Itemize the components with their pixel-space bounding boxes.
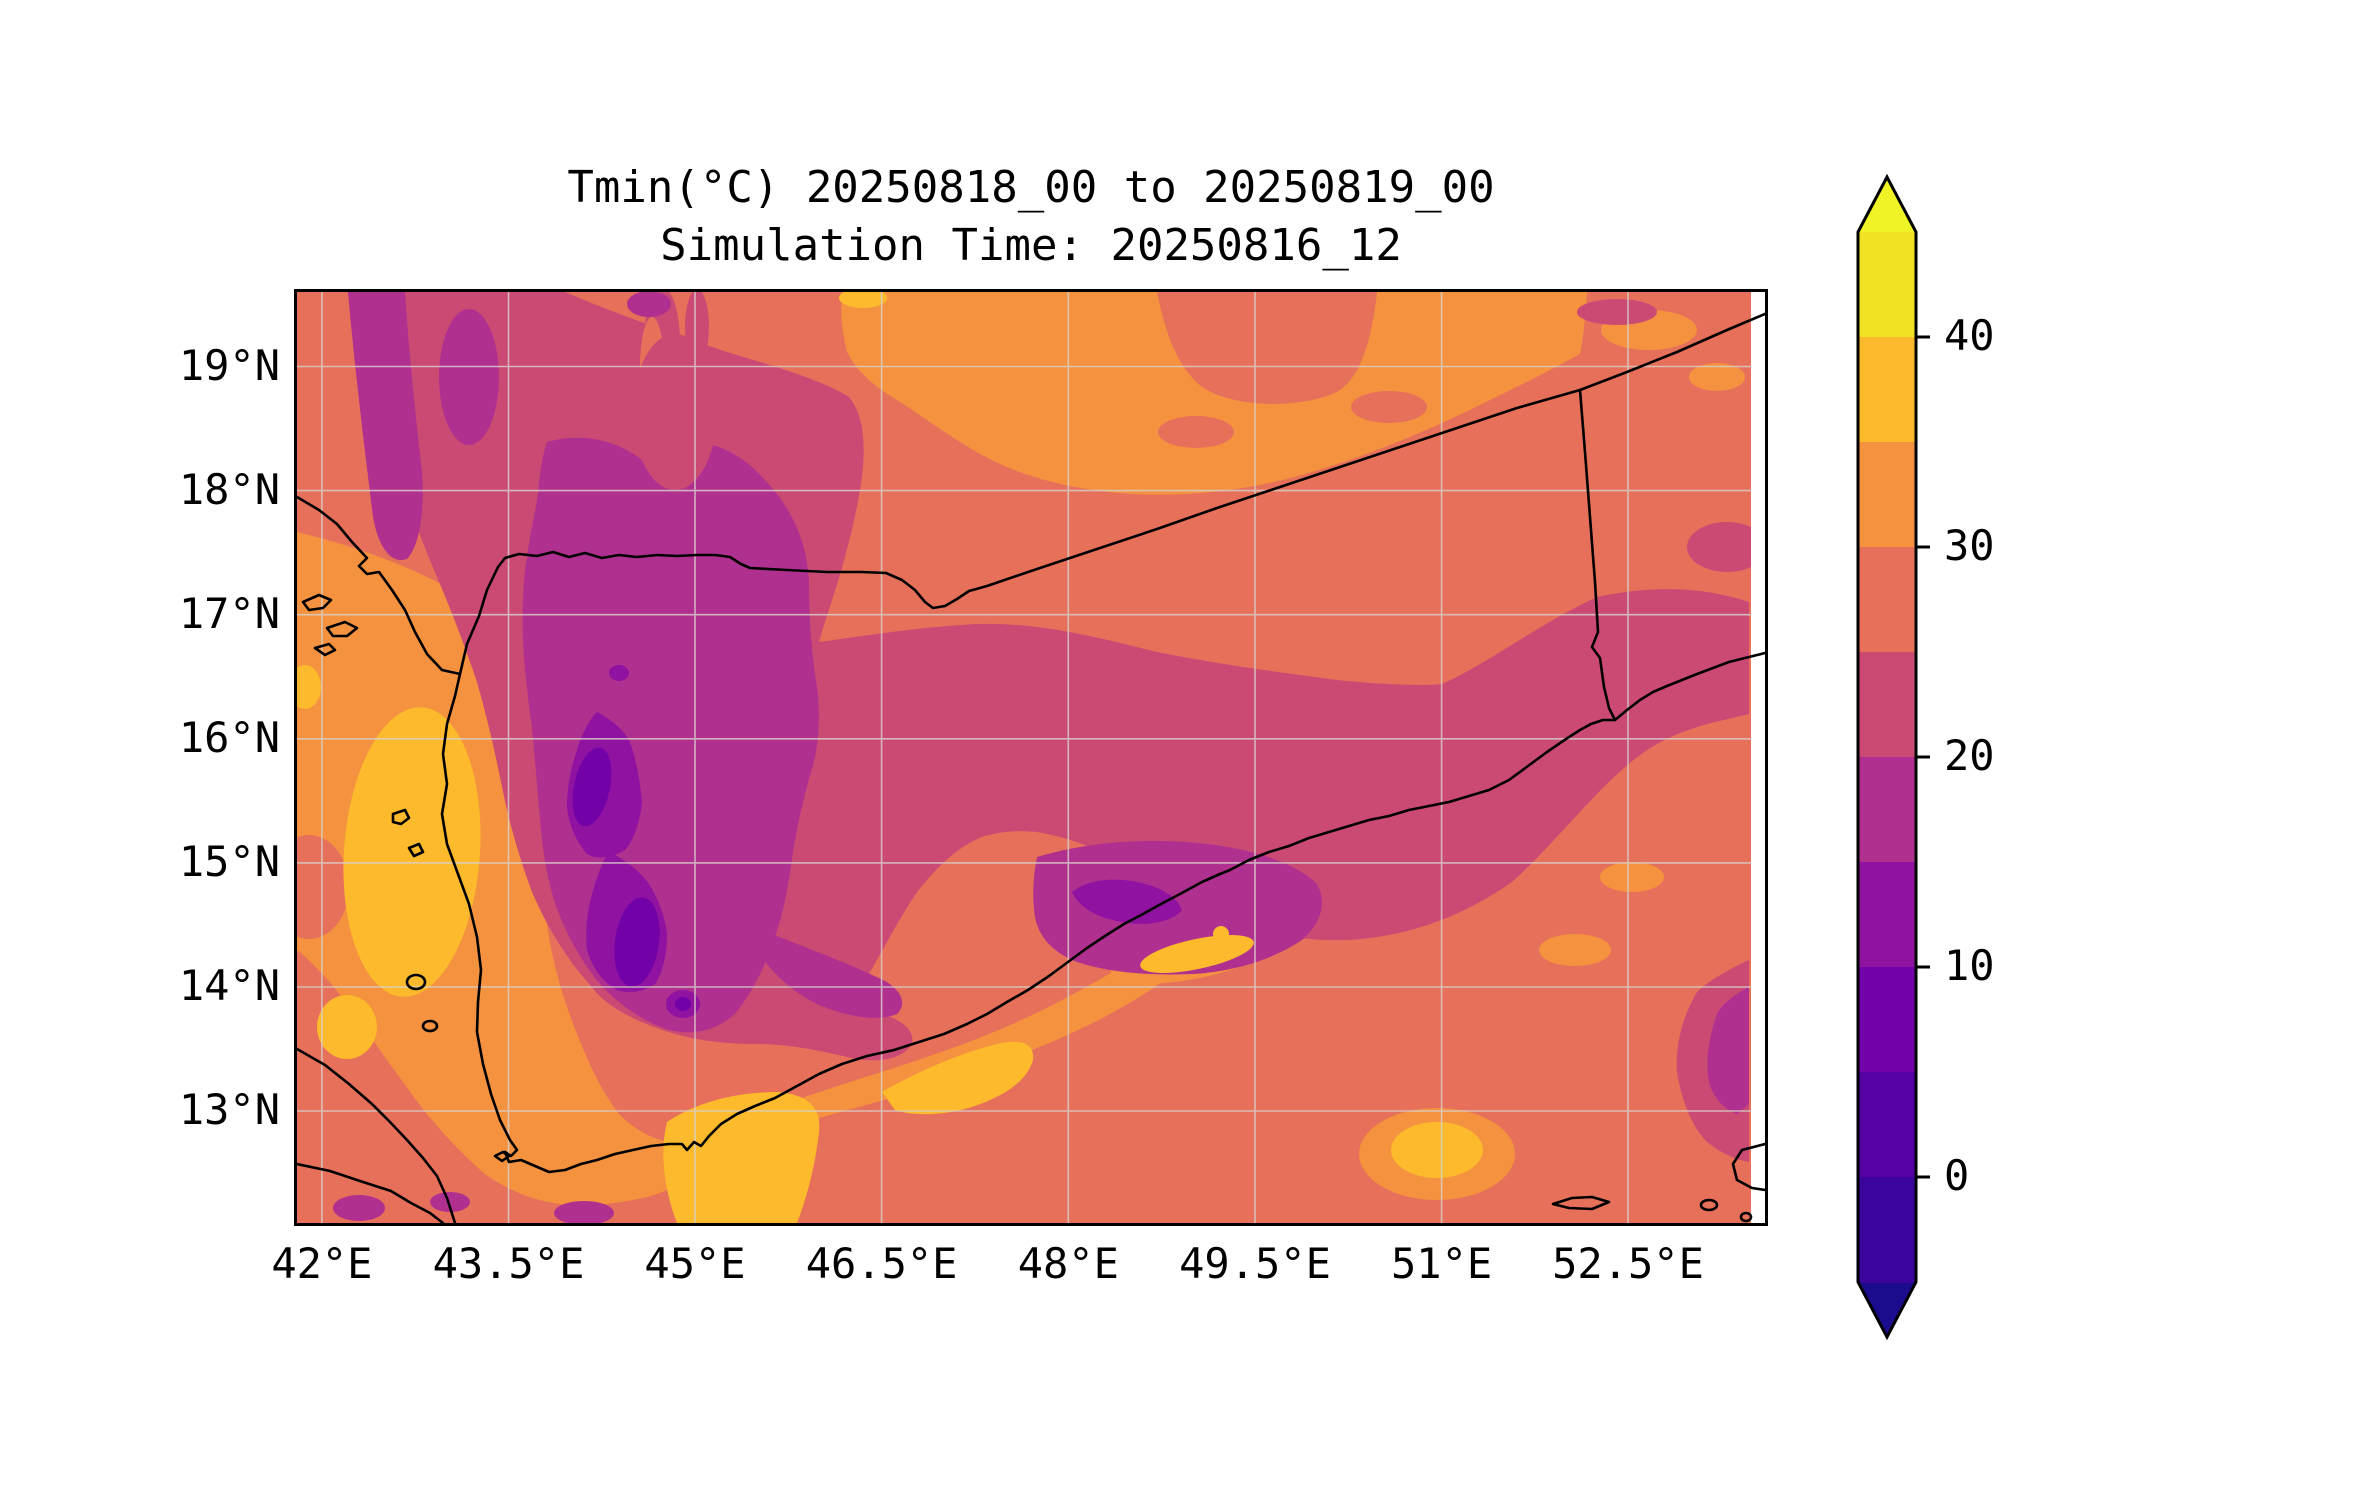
region-deep-purple-core-3 — [675, 997, 691, 1011]
plot-title: Tmin(°C) 20250818_00 to 20250819_00 — [297, 160, 1765, 216]
colorbar-band — [1858, 442, 1916, 548]
region-magenta-lobe-nw — [439, 309, 499, 445]
map-plot — [294, 289, 1768, 1226]
region-magenta-sw-spot-1 — [333, 1195, 385, 1221]
contour-map — [297, 292, 1765, 1223]
colorbar-band — [1858, 862, 1916, 968]
colorbar-band — [1858, 967, 1916, 1073]
colorbar-band — [1858, 547, 1916, 653]
colorbar-tick-label: 40 — [1944, 312, 1995, 360]
region-orange-pocket-2 — [1600, 862, 1664, 892]
colorbar-tick-label: 0 — [1944, 1152, 1969, 1200]
lon-tick-label: 52.5°E — [1518, 1240, 1738, 1288]
colorbar-tick-label: 10 — [1944, 942, 1995, 990]
colorbar-tick-label: 30 — [1944, 522, 1995, 570]
colorbar-band — [1858, 337, 1916, 443]
lat-tick-label: 16°N — [130, 714, 280, 762]
region-hot-se-offshore — [1391, 1122, 1483, 1178]
plot-subtitle: Simulation Time: 20250816_12 — [297, 218, 1765, 274]
lat-tick-label: 15°N — [130, 838, 280, 886]
colorbar-band — [1858, 1072, 1916, 1178]
region-salmon-spot-1 — [1158, 416, 1234, 448]
colorbar-under-arrow — [1858, 1282, 1916, 1337]
figure: Tmin(°C) 20250818_00 to 20250819_00 Simu… — [0, 0, 2371, 1500]
colorbar-band — [1858, 1177, 1916, 1283]
lat-tick-label: 17°N — [130, 590, 280, 638]
region-salmon-spot-2 — [1351, 391, 1427, 423]
colorbar-over-arrow — [1858, 177, 1916, 232]
colorbar-tick-label: 20 — [1944, 732, 1995, 780]
colorbar-band — [1858, 757, 1916, 863]
region-magenta-top-spot — [627, 292, 671, 317]
region-orange-pocket-1 — [1539, 934, 1611, 966]
lat-tick-label: 19°N — [130, 342, 280, 390]
lat-tick-label: 13°N — [130, 1086, 280, 1134]
region-crimson-spot-1 — [1577, 299, 1657, 325]
lat-tick-label: 18°N — [130, 466, 280, 514]
colorbar-band — [1858, 652, 1916, 758]
region-purple-spot-2 — [609, 665, 629, 681]
lat-tick-label: 14°N — [130, 962, 280, 1010]
region-crimson-tongue — [633, 334, 717, 490]
data-edge-gap — [1751, 292, 1765, 1223]
colorbar-band — [1858, 232, 1916, 338]
region-hot-coast-dot — [1213, 926, 1229, 942]
region-hot-west-coast-2 — [317, 995, 377, 1059]
